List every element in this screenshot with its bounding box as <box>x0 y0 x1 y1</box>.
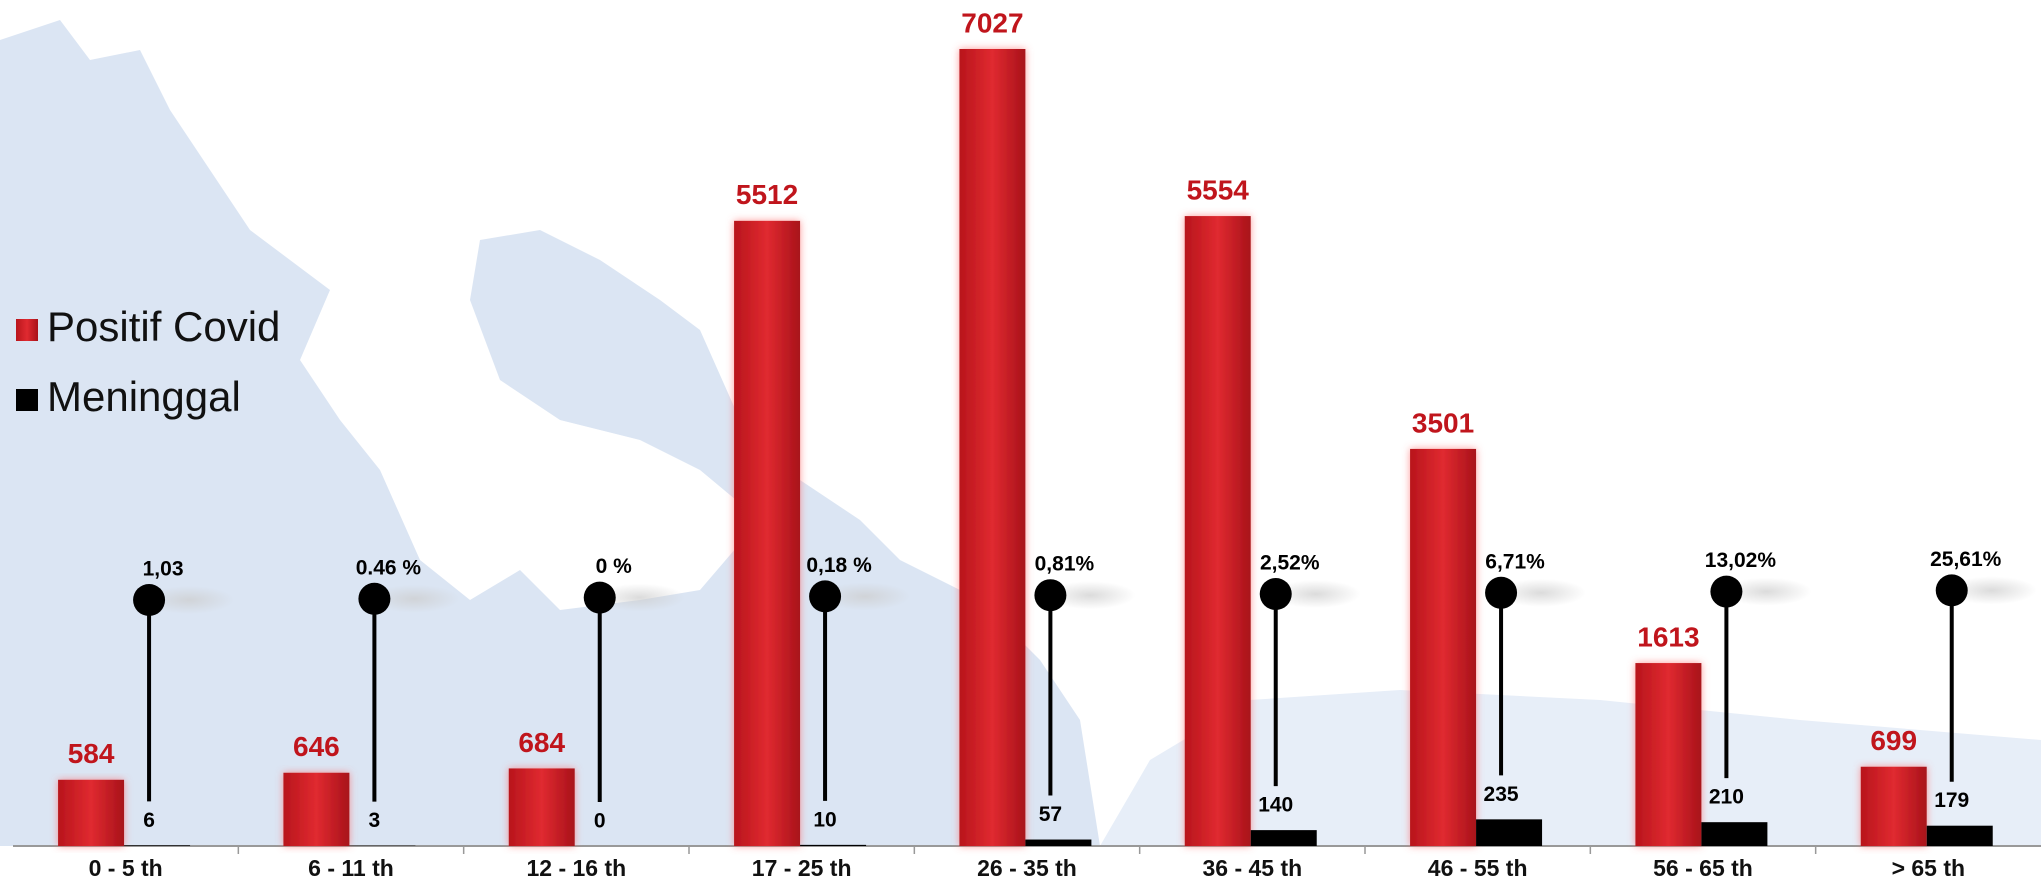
pin-head <box>809 580 842 613</box>
value-label: 3501 <box>1412 407 1474 438</box>
value-label: 57 <box>1039 803 1062 826</box>
pin-shadow <box>1045 581 1136 610</box>
bar <box>124 845 191 846</box>
legend-swatch <box>16 319 38 341</box>
pin-shadow <box>1721 577 1812 606</box>
x-tick-label: 46 - 55 th <box>1428 855 1528 881</box>
bar <box>1926 825 1993 846</box>
annotation: 13,02% <box>1705 549 1777 572</box>
bar <box>800 844 867 846</box>
value-label: 235 <box>1484 783 1519 806</box>
pin-shadow <box>594 583 685 612</box>
legend-swatch <box>16 389 38 411</box>
pin-head <box>1710 575 1743 608</box>
annotation: 0.46 % <box>356 556 422 579</box>
value-label: 7027 <box>961 7 1023 38</box>
bar <box>1860 766 1927 846</box>
legend-label: Meninggal <box>47 373 241 420</box>
value-label: 10 <box>813 808 836 831</box>
bar <box>734 220 801 846</box>
pin-head <box>1034 579 1067 612</box>
x-tick-label: 17 - 25 th <box>752 855 852 881</box>
bar <box>508 768 575 846</box>
annotation: 0,18 % <box>806 554 872 577</box>
pin-head <box>358 582 391 615</box>
pin-shadow <box>369 584 460 613</box>
pin-shadow <box>144 586 235 614</box>
value-label: 140 <box>1258 794 1293 817</box>
value-label: 5512 <box>736 179 798 210</box>
pin-shadow <box>820 582 911 611</box>
annotation: 6,71% <box>1485 550 1545 573</box>
background-map <box>1100 690 2041 846</box>
x-tick-label: > 65 th <box>1892 855 1966 881</box>
bar <box>1635 663 1702 846</box>
x-tick-label: 12 - 16 th <box>526 855 626 881</box>
bar <box>58 779 125 846</box>
value-label: 179 <box>1934 789 1969 812</box>
value-label: 6 <box>143 809 155 832</box>
value-label: 210 <box>1709 786 1744 809</box>
pin-shadow <box>1270 580 1361 608</box>
bar <box>959 49 1026 846</box>
x-tick-label: 56 - 65 th <box>1653 855 1753 881</box>
value-label: 684 <box>518 727 565 758</box>
value-label: 3 <box>369 809 381 832</box>
bar <box>1250 830 1317 846</box>
value-label: 699 <box>1870 725 1917 756</box>
pin-head <box>133 584 166 616</box>
value-label: 5554 <box>1187 174 1250 205</box>
pin-head <box>1485 576 1518 609</box>
pin-head <box>1935 574 1968 607</box>
bar <box>1025 839 1092 846</box>
pin-shadow <box>1946 576 2037 605</box>
annotation: 0,81% <box>1035 553 1095 576</box>
annotation: 1,03 <box>143 558 184 581</box>
bar <box>1701 822 1768 846</box>
pin-head <box>1259 578 1292 610</box>
pin-head <box>583 581 616 614</box>
annotation: 25,61% <box>1930 548 2002 571</box>
pin-shadow <box>1496 578 1587 607</box>
annotation: 2,52% <box>1260 552 1320 575</box>
x-tick-label: 6 - 11 th <box>308 855 394 881</box>
bar <box>1476 819 1543 846</box>
x-tick-label: 0 - 5 th <box>89 855 163 881</box>
x-tick-label: 26 - 35 th <box>977 855 1077 881</box>
annotation: 0 % <box>596 555 633 578</box>
bar <box>1184 216 1251 847</box>
bar <box>1410 448 1477 846</box>
value-label: 584 <box>68 738 115 769</box>
x-tick-label: 36 - 45 th <box>1202 855 1302 881</box>
value-label: 0 <box>594 810 606 833</box>
value-label: 646 <box>293 731 340 762</box>
legend-label: Positif Covid <box>47 303 280 350</box>
value-label: 1613 <box>1637 621 1699 652</box>
background-map <box>0 20 1100 846</box>
bar <box>283 772 350 846</box>
